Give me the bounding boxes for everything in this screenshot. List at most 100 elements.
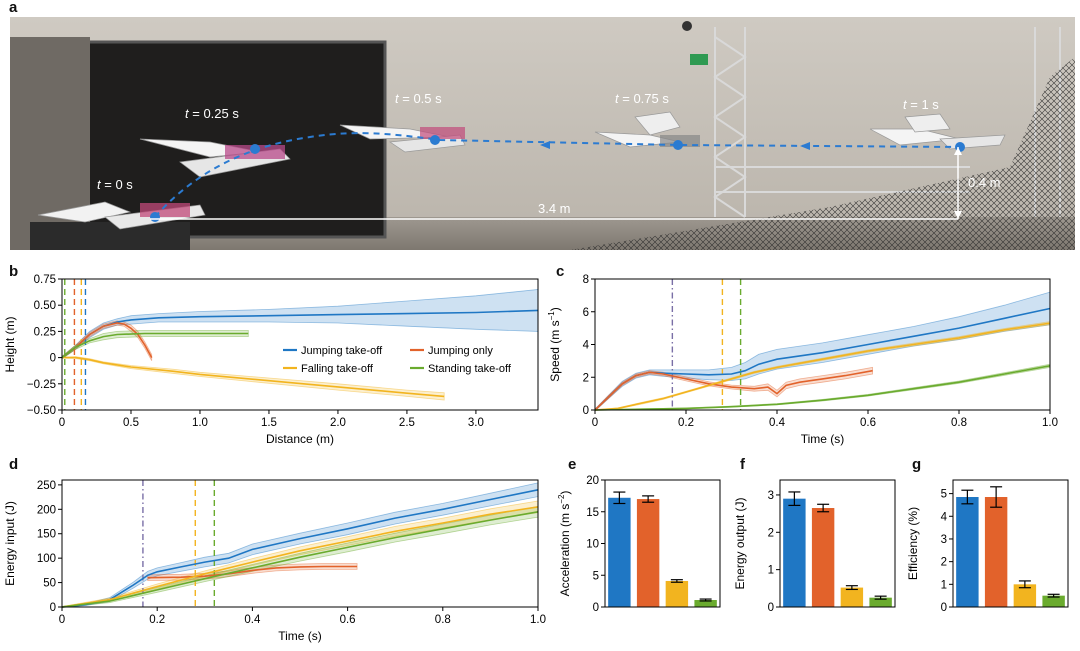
bar (811, 508, 835, 607)
drone-t1 (869, 113, 1006, 150)
y-tick-label: 250 (37, 480, 56, 492)
x-tick-label: 0 (59, 417, 65, 429)
y-axis-label-text: Acceleration (m s (558, 504, 572, 597)
trajectory-point (673, 140, 683, 150)
safety-net (570, 57, 1075, 250)
series-line (62, 356, 445, 398)
height-arrow-icon (954, 211, 962, 219)
y-axis-label-text: Height (m) (3, 316, 17, 372)
bar (665, 580, 689, 607)
x-tick-label: 0.8 (435, 614, 451, 626)
series-line (61, 489, 539, 608)
x-tick-label: 0.4 (244, 614, 261, 626)
trajectory-arrow-icon (800, 142, 810, 150)
panel-letter-d: d (9, 456, 19, 473)
series-line (61, 332, 249, 359)
x-tick-label: 2.0 (330, 417, 346, 429)
y-tick-label: 50 (43, 578, 56, 590)
x-axis-label: Distance (m) (266, 432, 334, 446)
energy-input-vs-time-chart: 0 0.2 0.4 0.6 0.8 1.0 0 50 100 150 200 250 Time (s) E… (3, 479, 546, 643)
bar (783, 498, 806, 607)
energy-output-bar-chart: 0 1 2 3 Energy output (J) (733, 479, 896, 614)
exit-sign-icon (690, 54, 708, 65)
x-tick-label: 0.6 (340, 614, 356, 626)
y-tick-label: 0 (593, 602, 599, 614)
x-tick-label: 0.5 (123, 417, 139, 429)
x-tick-label: 0 (592, 417, 598, 429)
bar (636, 499, 660, 607)
series-line (61, 511, 539, 608)
y-tick-label: 4 (583, 340, 590, 352)
panel-letter-g: g (912, 456, 922, 473)
plot-frame (61, 479, 539, 608)
y-tick-label: 0 (768, 602, 774, 614)
bar (840, 587, 864, 607)
bar (984, 497, 1008, 607)
series-band (61, 320, 153, 361)
x-tick-label: 1.0 (1042, 417, 1058, 429)
x-tick-label: 1.5 (261, 417, 277, 429)
time-label-0: t = 0 s (97, 177, 133, 192)
bar (1042, 595, 1065, 607)
efficiency-bar-chart: 0 1 2 3 4 5 Efficiency (%) (906, 479, 1069, 614)
x-tick-label: 3.0 (468, 417, 484, 429)
y-axis-label: Speed (m s−1) (547, 307, 562, 381)
y-tick-label: 1 (768, 565, 774, 577)
bar (1013, 584, 1037, 607)
x-axis-label: Time (s) (801, 432, 845, 446)
y-axis-label-sup: −2 (557, 494, 566, 504)
y-tick-label: 0.25 (34, 326, 56, 338)
y-tick-label: 15 (586, 507, 599, 519)
y-axis-label-sup: −1 (547, 311, 556, 321)
y-tick-label: 10 (586, 539, 599, 551)
y-tick-label: 200 (37, 504, 56, 516)
x-tick-label: 2.5 (399, 417, 415, 429)
x-tick-label: 0.2 (678, 417, 694, 429)
series-band (61, 356, 445, 401)
y-axis-label-text: Speed (m s (548, 320, 562, 381)
x-tick-label: 1.0 (192, 417, 208, 429)
y-axis-label-text: Efficiency (%) (906, 507, 920, 580)
flight-sequence-photo: t = 0 s t = 0.25 s t = 0.5 s t = 0.75 s … (10, 17, 1075, 250)
y-tick-label: 2 (941, 557, 947, 569)
panel-letter-f: f (740, 456, 745, 473)
x-axis-label: Time (s) (278, 629, 322, 643)
panel-letter-c: c (556, 263, 565, 280)
series-line (61, 322, 153, 359)
time-label-4: t = 1 s (903, 97, 939, 112)
bar (608, 497, 631, 607)
camera-icon (682, 21, 692, 31)
drone-t025 (139, 138, 291, 178)
y-tick-label: 0 (941, 602, 947, 614)
series-band (594, 366, 873, 412)
height-label: 0.4 m (968, 175, 1001, 190)
dark-board (83, 40, 387, 239)
panel-letter-e: e (568, 456, 577, 473)
panel-letter-a: a (9, 0, 18, 16)
bar (956, 497, 979, 607)
y-tick-label: 0.75 (34, 274, 56, 286)
y-axis-label: Height (m) (3, 316, 17, 372)
time-label-3: t = 0.75 s (615, 91, 669, 106)
trajectory-point (430, 135, 440, 145)
legend-label: Jumping take-off (301, 345, 383, 357)
speed-vs-time-chart: 0 0.2 0.4 0.6 0.8 1.0 0 2 4 6 8 Time (s) Speed (m s−… (547, 274, 1058, 446)
x-tick-label: 0.4 (769, 417, 786, 429)
series-band (61, 330, 249, 360)
y-tick-label: −0.50 (27, 405, 56, 417)
y-axis-label-text: Energy output (J) (733, 497, 747, 589)
y-tick-label: 2 (768, 527, 774, 539)
y-tick-label: 0.50 (34, 300, 56, 312)
time-label-2: t = 0.5 s (395, 91, 442, 106)
y-axis-label-end: ) (558, 491, 572, 495)
series-line (594, 322, 1051, 411)
y-tick-label: 4 (941, 511, 948, 523)
x-tick-label: 0.2 (149, 614, 165, 626)
y-axis-label: Energy output (J) (733, 497, 747, 589)
legend-label: Jumping only (428, 345, 493, 357)
time-label-1: t = 0.25 s (185, 106, 239, 121)
y-tick-label: 0 (50, 353, 56, 365)
y-tick-label: 3 (768, 490, 774, 502)
bar (694, 600, 717, 607)
panel-letter-b: b (9, 263, 19, 280)
